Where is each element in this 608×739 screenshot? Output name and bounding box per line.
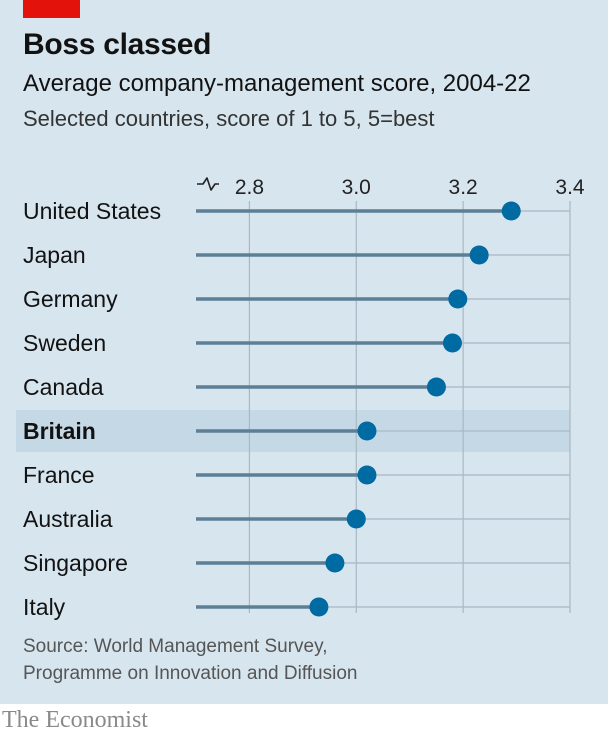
country-label-0: United States xyxy=(23,198,161,224)
chart-panel xyxy=(0,0,608,704)
dot-0 xyxy=(501,201,521,221)
country-label-5: Britain xyxy=(23,418,96,444)
x-tick-label-1: 3.0 xyxy=(342,176,371,199)
country-label-7: Australia xyxy=(23,506,113,532)
country-label-6: France xyxy=(23,462,95,488)
broken-axis-icon xyxy=(197,177,219,191)
dot-1 xyxy=(469,245,489,265)
dot-7 xyxy=(346,509,366,529)
dot-2 xyxy=(448,289,468,309)
country-label-3: Sweden xyxy=(23,330,106,356)
chart-subtitle: Average company-management score, 2004-2… xyxy=(23,70,531,97)
chart-title: Boss classed xyxy=(23,28,212,61)
publisher-logo: The Economist xyxy=(2,707,148,733)
dot-6 xyxy=(357,465,377,485)
country-label-8: Singapore xyxy=(23,550,128,576)
dot-3 xyxy=(442,333,462,353)
source-line-2: Programme on Innovation and Diffusion xyxy=(23,663,358,684)
country-label-4: Canada xyxy=(23,374,104,400)
dot-chart: 2.8 3.0 3.2 3.4 United States Japan Germany Swe… xyxy=(16,176,585,620)
brand-red-tag xyxy=(23,0,80,18)
x-tick-label-2: 3.2 xyxy=(449,176,478,199)
x-tick-label-0: 2.8 xyxy=(235,176,264,199)
country-label-2: Germany xyxy=(23,286,118,312)
country-label-1: Japan xyxy=(23,242,86,268)
source-line-1: Source: World Management Survey, xyxy=(23,636,328,657)
chart-note: Selected countries, score of 1 to 5, 5=b… xyxy=(23,106,435,131)
dot-8 xyxy=(325,553,345,573)
dot-4 xyxy=(426,377,446,397)
source-note: Source: World Management Survey, Program… xyxy=(23,633,357,687)
x-tick-label-3: 3.4 xyxy=(555,176,585,199)
dot-9 xyxy=(309,597,329,617)
dot-5 xyxy=(357,421,377,441)
country-label-9: Italy xyxy=(23,594,66,620)
